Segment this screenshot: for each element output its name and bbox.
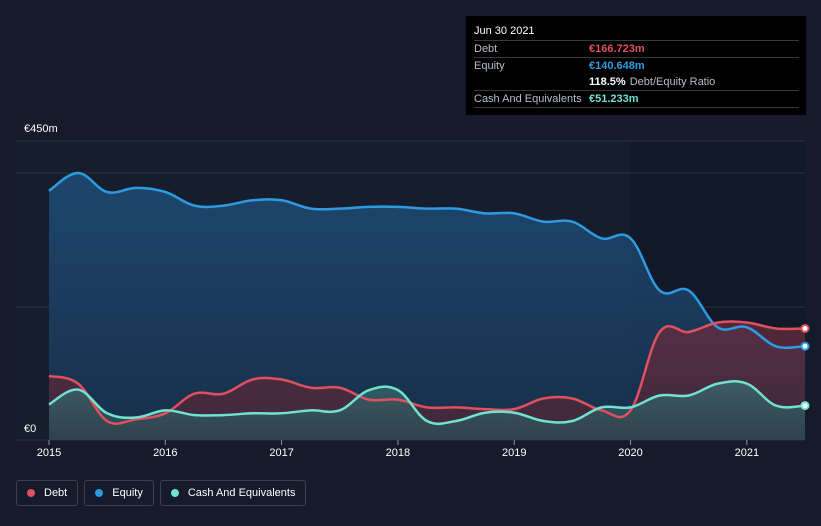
- equity-dot-icon: [95, 489, 104, 497]
- tooltip-cash-label: Cash And Equivalents: [474, 93, 582, 105]
- debt-dot-icon: [27, 489, 35, 497]
- equity-line: [48, 171, 806, 350]
- tooltip-debt-row: Debt €166.723m: [474, 41, 799, 58]
- tooltip-equity-value: €140.648m: [589, 60, 645, 72]
- x-tick-label: 2019: [502, 447, 526, 459]
- tooltip-date: Jun 30 2021: [474, 22, 799, 41]
- tooltip-debt-value: €166.723m: [589, 43, 645, 55]
- x-tick-label: 2017: [269, 447, 293, 459]
- cash-line: [48, 380, 806, 426]
- cash-end-point: [800, 401, 810, 411]
- debt-end-point: [800, 323, 810, 333]
- tooltip-ratio-row: 118.5% Debt/Equity Ratio: [474, 74, 799, 91]
- x-tick-label: 2020: [618, 447, 642, 459]
- legend-item-debt[interactable]: Debt: [16, 480, 79, 506]
- equity-end-point: [800, 341, 810, 351]
- tooltip-debt-label: Debt: [474, 43, 498, 55]
- x-tick-label: 2018: [386, 447, 410, 459]
- legend-item-cash[interactable]: Cash And Equivalents: [159, 480, 307, 506]
- tooltip-equity-label: Equity: [474, 60, 505, 72]
- legend: Debt Equity Cash And Equivalents: [16, 480, 307, 506]
- legend-label-cash: Cash And Equivalents: [187, 487, 296, 499]
- tooltip-cash-row: Cash And Equivalents €51.233m: [474, 91, 799, 108]
- legend-label-debt: Debt: [44, 487, 68, 499]
- cash-dot-icon: [170, 489, 179, 497]
- tooltip-equity-row: Equity €140.648m: [474, 58, 799, 74]
- x-tick-label: 2016: [153, 447, 177, 459]
- equity-area: [49, 172, 805, 440]
- legend-item-equity[interactable]: Equity: [84, 480, 154, 506]
- cash-area: [49, 381, 805, 440]
- x-tick-label: 2015: [37, 447, 61, 459]
- tooltip-ratio-label: Debt/Equity Ratio: [629, 76, 716, 88]
- tooltip-ratio-value: 118.5%: [589, 76, 626, 88]
- debt-area: [49, 321, 805, 440]
- y-axis-top-label: €450m: [24, 123, 58, 135]
- legend-label-equity: Equity: [112, 487, 143, 499]
- y-axis-bottom-label: €0: [24, 423, 36, 435]
- tooltip-cash-value: €51.233m: [589, 93, 639, 105]
- debt-line: [48, 320, 806, 425]
- tooltip-panel: Jun 30 2021 Debt €166.723m Equity €140.6…: [466, 16, 806, 115]
- x-tick-label: 2021: [735, 447, 759, 459]
